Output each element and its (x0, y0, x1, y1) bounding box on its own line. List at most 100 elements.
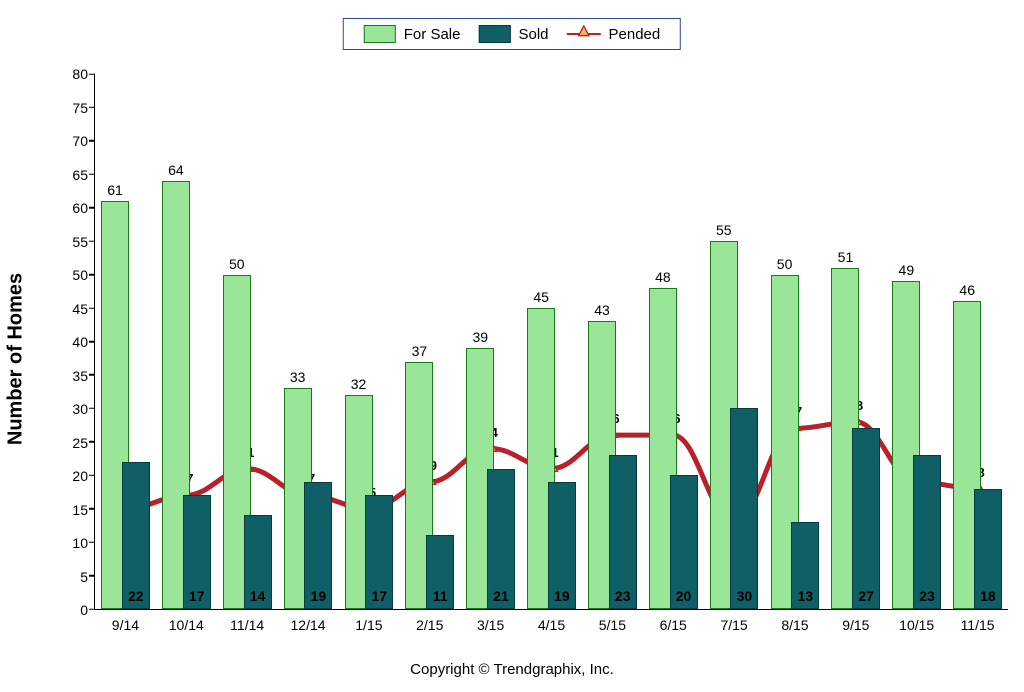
x-tick-label: 5/15 (599, 617, 626, 633)
y-tick-label: 70 (48, 133, 88, 149)
bar-group: 50138/15 (771, 74, 820, 609)
bar-group: 39213/15 (466, 74, 515, 609)
bar-group: 331912/14 (284, 74, 333, 609)
y-tick-label: 30 (48, 401, 88, 417)
bar-group: 51279/15 (831, 74, 880, 609)
sold-value-label: 27 (858, 588, 874, 604)
sold-value-label: 18 (980, 588, 996, 604)
x-tick-label: 6/15 (660, 617, 687, 633)
x-tick-label: 3/15 (477, 617, 504, 633)
y-tick-label: 20 (48, 468, 88, 484)
for-sale-value-label: 33 (290, 369, 306, 385)
sold-bar: 13 (791, 522, 819, 609)
for-sale-value-label: 45 (533, 289, 549, 305)
sold-bar: 19 (548, 482, 576, 609)
y-tick-label: 0 (48, 602, 88, 618)
bar-group: 37112/15 (405, 74, 454, 609)
y-tick-label: 75 (48, 100, 88, 116)
x-tick-label: 9/15 (842, 617, 869, 633)
x-tick-label: 8/15 (781, 617, 808, 633)
sold-bar: 23 (609, 455, 637, 609)
sold-value-label: 23 (919, 588, 935, 604)
x-tick-label: 2/15 (416, 617, 443, 633)
y-tick-label: 35 (48, 368, 88, 384)
for-sale-value-label: 43 (594, 302, 610, 318)
y-tick-label: 40 (48, 334, 88, 350)
chart-container: For Sale Sold Pended Number of Homes 0 5 10 1… (0, 0, 1024, 692)
sold-bar: 22 (122, 462, 150, 609)
sold-value-label: 22 (128, 588, 144, 604)
legend-swatch-icon (364, 25, 396, 43)
for-sale-value-label: 32 (351, 376, 367, 392)
y-axis-label: Number of Homes (5, 273, 28, 445)
sold-value-label: 14 (250, 588, 266, 604)
legend-label: For Sale (404, 26, 461, 43)
sold-bar: 18 (974, 489, 1002, 609)
y-tick-label: 5 (48, 569, 88, 585)
for-sale-value-label: 50 (777, 256, 793, 272)
legend-label: Sold (518, 26, 548, 43)
bar-group: 461811/15 (953, 74, 1002, 609)
y-tick-label: 10 (48, 535, 88, 551)
y-tick-label: 25 (48, 435, 88, 451)
y-tick-label: 55 (48, 234, 88, 250)
x-tick-label: 1/15 (355, 617, 382, 633)
x-tick-label: 7/15 (720, 617, 747, 633)
sold-value-label: 11 (433, 588, 448, 604)
bar-group: 45194/15 (527, 74, 576, 609)
y-tick-label: 50 (48, 267, 88, 283)
sold-bar: 30 (730, 408, 758, 609)
sold-value-label: 30 (737, 588, 753, 604)
y-tick-label: 65 (48, 167, 88, 183)
sold-value-label: 19 (311, 588, 327, 604)
x-tick-label: 4/15 (538, 617, 565, 633)
legend-item: For Sale (364, 25, 461, 43)
for-sale-value-label: 37 (412, 343, 428, 359)
sold-value-label: 17 (371, 588, 387, 604)
for-sale-value-label: 48 (655, 269, 671, 285)
sold-bar: 11 (426, 535, 454, 609)
for-sale-value-label: 64 (168, 162, 184, 178)
x-tick-label: 9/14 (112, 617, 139, 633)
bar-group: 492310/15 (892, 74, 941, 609)
chart-legend: For Sale Sold Pended (343, 18, 681, 50)
sold-bar: 21 (487, 469, 515, 609)
bar-group: 61229/14 (101, 74, 150, 609)
sold-bar: 23 (913, 455, 941, 609)
plot-area: 151721171519242126261327281918 61229/146… (94, 74, 1008, 610)
sold-value-label: 13 (798, 588, 814, 604)
sold-bar: 27 (852, 428, 880, 609)
bar-group: 32171/15 (345, 74, 394, 609)
x-tick-label: 10/15 (899, 617, 934, 633)
x-tick-label: 10/14 (169, 617, 204, 633)
bar-group: 641710/14 (162, 74, 211, 609)
sold-bar: 20 (670, 475, 698, 609)
for-sale-value-label: 50 (229, 256, 245, 272)
bar-group: 55307/15 (710, 74, 759, 609)
legend-label: Pended (609, 26, 661, 43)
x-tick-label: 11/15 (961, 617, 995, 633)
y-tick-label: 60 (48, 200, 88, 216)
sold-value-label: 19 (554, 588, 570, 604)
for-sale-value-label: 46 (959, 282, 975, 298)
sold-value-label: 17 (189, 588, 205, 604)
y-tick-label: 45 (48, 301, 88, 317)
y-axis-ticks: 05101520253035404550556065707580 (48, 74, 88, 610)
y-tick-label: 15 (48, 502, 88, 518)
copyright-text: Copyright © Trendgraphix, Inc. (0, 661, 1024, 678)
x-tick-label: 11/14 (230, 617, 264, 633)
for-sale-value-label: 51 (838, 249, 854, 265)
x-tick-label: 12/14 (290, 617, 325, 633)
for-sale-value-label: 61 (107, 182, 123, 198)
legend-item: Sold (478, 25, 548, 43)
bar-group: 501411/14 (223, 74, 272, 609)
sold-bar: 17 (365, 495, 393, 609)
sold-value-label: 20 (676, 588, 692, 604)
legend-swatch-icon (478, 25, 510, 43)
sold-bar: 17 (183, 495, 211, 609)
chart-area: Number of Homes 051015202530354045505560… (20, 74, 1012, 644)
for-sale-value-label: 39 (472, 329, 488, 345)
sold-value-label: 21 (493, 588, 509, 604)
legend-line-icon (567, 26, 601, 42)
bar-group: 43235/15 (588, 74, 637, 609)
